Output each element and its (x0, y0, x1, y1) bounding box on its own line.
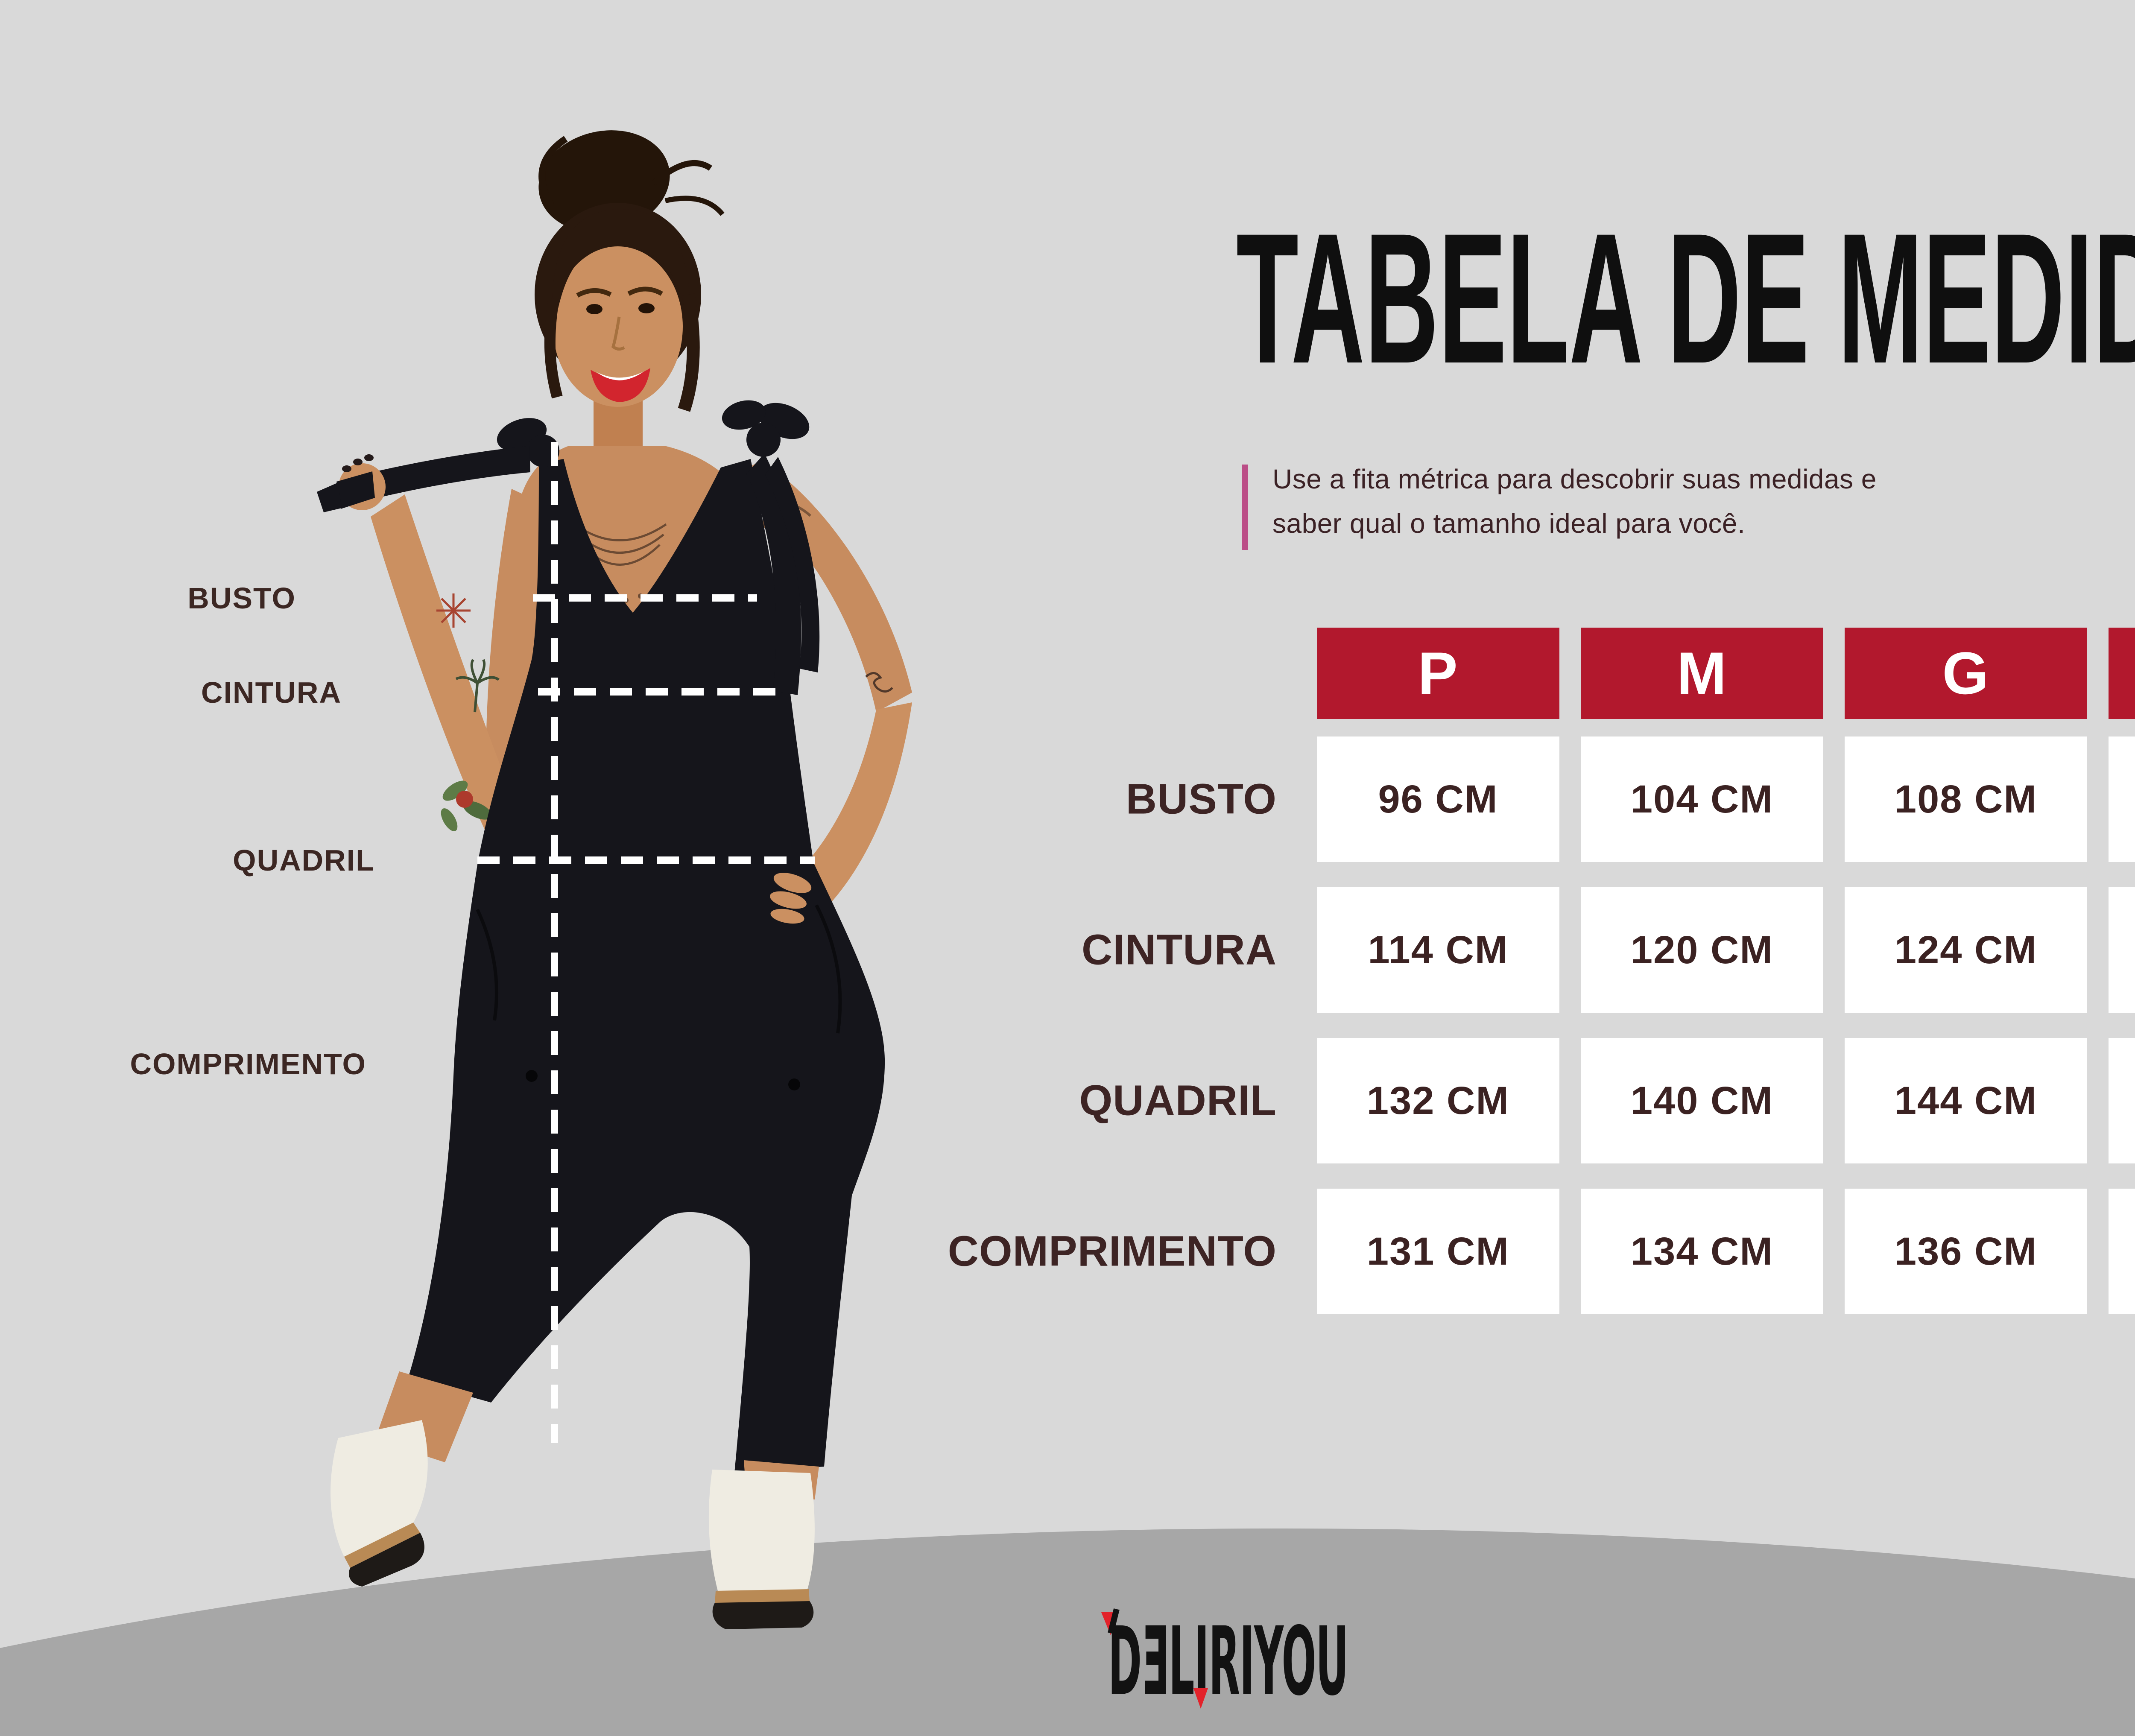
model-boots (330, 1420, 815, 1629)
table-cell: 104 CM (1581, 736, 1823, 862)
table-cell: 121 CM (2109, 736, 2135, 862)
table-cell: 108 CM (1845, 736, 2087, 862)
size-column-header-p: P (1317, 628, 1559, 719)
guide-label-hip: QUADRIL (233, 844, 375, 877)
table-cell: 136 CM (1845, 1189, 2087, 1314)
model-left-hand (770, 873, 812, 924)
intro-accent-bar (1242, 465, 1248, 550)
table-cell: 124 CM (1845, 887, 2087, 1013)
table-cell: 138 CM (2109, 1189, 2135, 1314)
model-right-arm (371, 489, 553, 845)
table-row-label-hip: QUADRIL (1079, 1076, 1277, 1125)
table-row-label-bust: BUSTO (1126, 775, 1277, 823)
size-column-header-g: G (1845, 628, 2087, 719)
table-cell: 148 CM (2109, 1038, 2135, 1163)
brand-logo-text: DƎLIRIYOU (1108, 1607, 1349, 1717)
table-cell: 140 CM (1581, 1038, 1823, 1163)
model-shoulder-straps (372, 400, 820, 695)
size-column-header-gg: GG (2109, 628, 2135, 719)
table-row-label-length: COMPRIMENTO (948, 1227, 1277, 1275)
table-cell: 134 CM (1581, 1189, 1823, 1314)
logo-accent-triangle-bottom (1193, 1688, 1208, 1709)
table-row-label-waist: CINTURA (1082, 926, 1277, 974)
model-jumpsuit (408, 459, 885, 1473)
table-cell: 131 CM (1317, 1189, 1559, 1314)
intro-text-line2: saber qual o tamanho ideal para você. (1272, 508, 1746, 539)
bust-measure-dash-line (533, 594, 757, 602)
guide-label-length: COMPRIMENTO (130, 1047, 366, 1081)
size-column-header-m: M (1581, 628, 1823, 719)
table-cell: 96 CM (1317, 736, 1559, 862)
hip-measure-dash-line (477, 856, 815, 864)
table-cell: 114 CM (1317, 887, 1559, 1013)
model-right-hand (317, 454, 386, 512)
model-face (544, 209, 700, 412)
table-cell: 132 CM (1317, 1038, 1559, 1163)
guide-label-waist: CINTURA (201, 676, 342, 709)
guide-label-bust: BUSTO (187, 582, 296, 615)
vertical-measure-dash-line (551, 442, 558, 1443)
table-cell: 144 CM (1845, 1038, 2087, 1163)
waist-measure-dash-line (538, 688, 781, 696)
page-title: TABELA DE MEDIDAS (1236, 195, 2135, 402)
intro-text: Use a fita métrica para descobrir suas m… (1272, 457, 1877, 546)
intro-text-line1: Use a fita métrica para descobrir suas m… (1272, 464, 1877, 494)
table-cell: 126 CM (2109, 887, 2135, 1013)
brand-logo: DƎLIRIYOU (1101, 1607, 1373, 1717)
table-cell: 120 CM (1581, 887, 1823, 1013)
model-skin (519, 384, 752, 617)
